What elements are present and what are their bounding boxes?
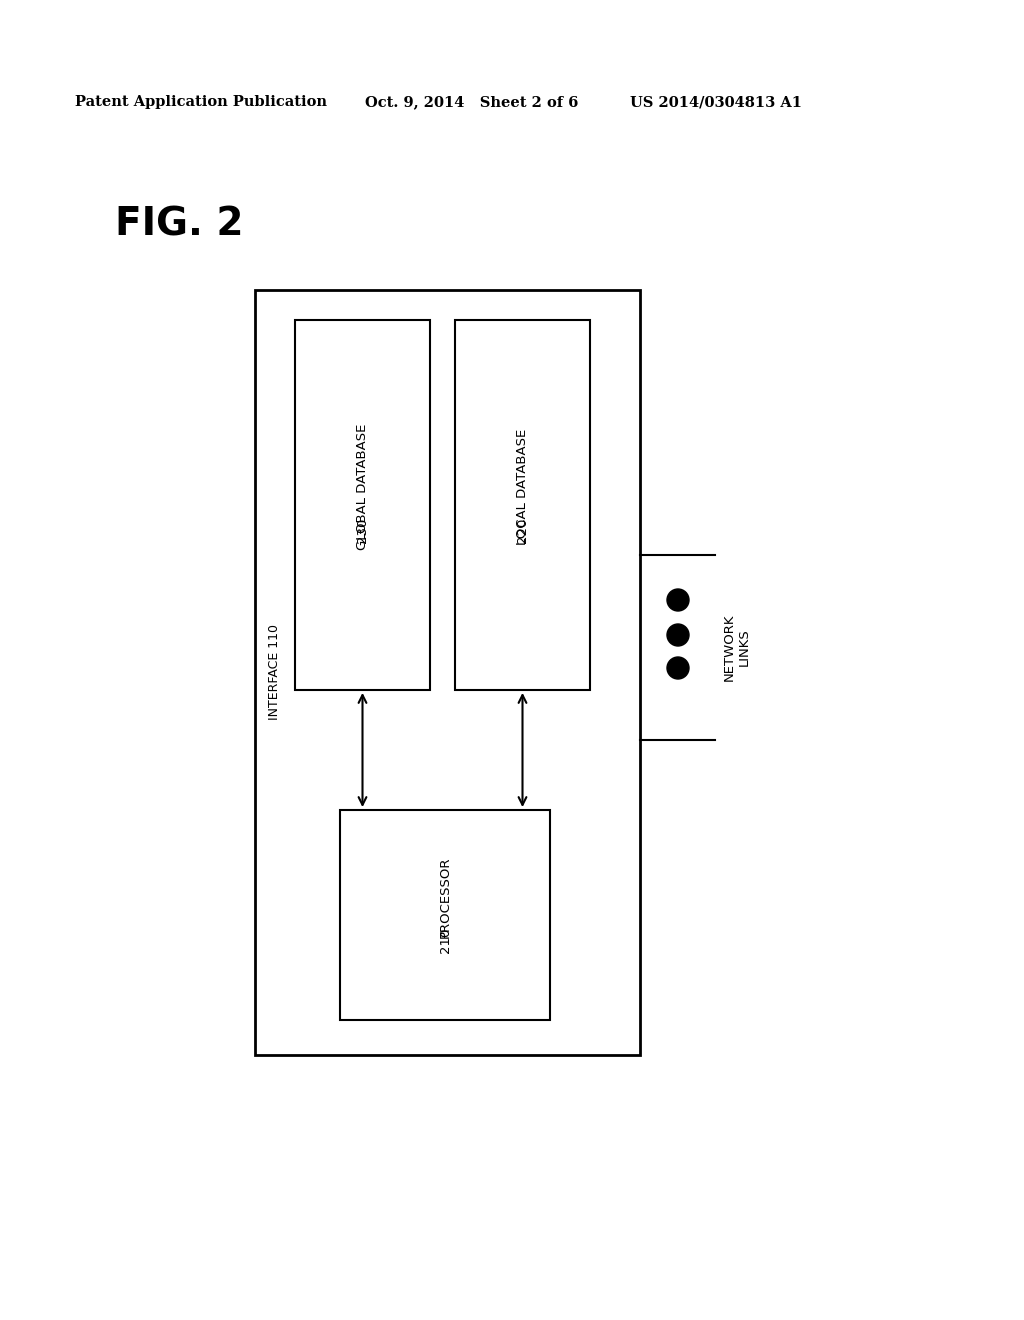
Text: Patent Application Publication: Patent Application Publication xyxy=(75,95,327,110)
Text: PROCESSOR: PROCESSOR xyxy=(438,857,452,937)
Text: 220: 220 xyxy=(516,517,529,543)
Circle shape xyxy=(667,657,689,678)
Circle shape xyxy=(667,589,689,611)
Bar xyxy=(455,319,590,690)
Text: Oct. 9, 2014   Sheet 2 of 6: Oct. 9, 2014 Sheet 2 of 6 xyxy=(365,95,579,110)
Text: FIG. 2: FIG. 2 xyxy=(115,205,244,243)
Text: LOCAL DATABASE: LOCAL DATABASE xyxy=(516,429,529,545)
Text: 210: 210 xyxy=(438,928,452,953)
Text: INTERFACE 110: INTERFACE 110 xyxy=(268,624,282,721)
Bar xyxy=(295,319,430,690)
Text: US 2014/0304813 A1: US 2014/0304813 A1 xyxy=(630,95,802,110)
Text: NETWORK
LINKS: NETWORK LINKS xyxy=(723,614,751,681)
Bar xyxy=(255,290,640,1055)
Circle shape xyxy=(667,624,689,645)
Bar xyxy=(340,810,550,1020)
Text: GLOBAL DATABASE: GLOBAL DATABASE xyxy=(356,424,369,550)
Text: 230: 230 xyxy=(356,517,369,543)
